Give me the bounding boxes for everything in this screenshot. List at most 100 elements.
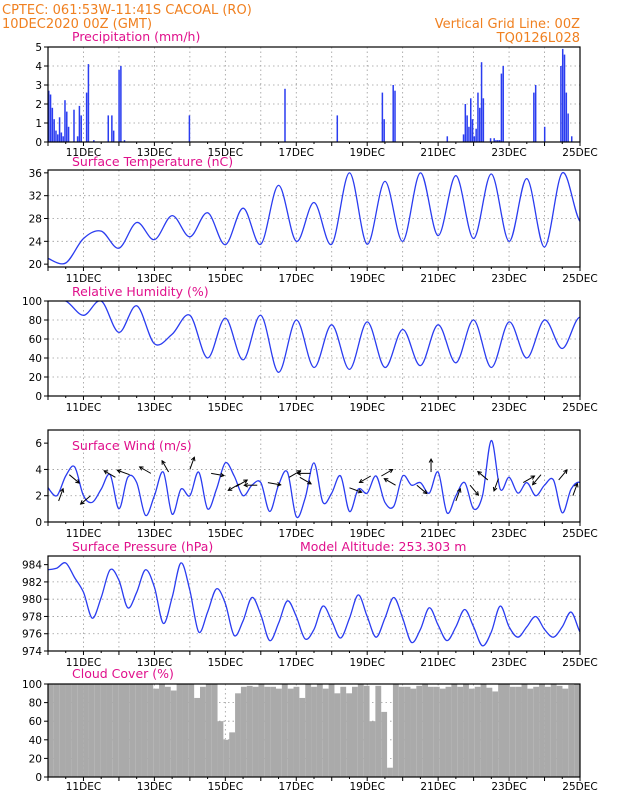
pres-ytick-label: 982 <box>22 577 42 589</box>
wind-arrow-shaft <box>381 469 393 477</box>
precip-title: Precipitation (mm/h) <box>72 29 200 44</box>
cloud-bar <box>457 686 464 777</box>
wind-xtick-label: 17DEC <box>279 528 314 540</box>
precip-bar <box>565 92 568 142</box>
cloud-bar <box>521 684 528 777</box>
precip-xtick-label: 21DEC <box>420 147 455 159</box>
cloud-bar <box>100 684 107 777</box>
wind-arrow-shaft <box>80 495 91 505</box>
cloud-bar <box>305 684 312 777</box>
cloud-bar <box>410 688 417 777</box>
precip-bar <box>51 107 54 142</box>
cloud-bar <box>515 686 522 777</box>
temp-title: Surface Temperature (nC) <box>72 154 233 169</box>
cloud-bar <box>83 684 89 777</box>
cloud-bar <box>48 684 54 777</box>
cloud-bar <box>235 693 241 777</box>
cloud-bar <box>124 684 130 777</box>
precip-bar <box>502 66 504 142</box>
cloud-bar <box>287 688 294 777</box>
wind-arrow-shaft <box>532 474 542 485</box>
cloud-xtick-label: 17DEC <box>279 781 314 793</box>
rh-ytick-label: 0 <box>35 391 42 403</box>
wind-arrow-shaft <box>477 471 489 481</box>
wind-arrow-head <box>243 479 249 484</box>
rh-title: Relative Humidity (%) <box>72 284 209 299</box>
pres-frame <box>47 555 581 652</box>
cloud-bar <box>346 693 352 777</box>
precip-bar <box>112 130 115 142</box>
cloud-bar <box>357 684 364 777</box>
precip-bar <box>284 88 286 142</box>
wind-arrow-shaft <box>288 470 301 478</box>
precip-bar <box>120 66 122 142</box>
cloud-bar <box>369 721 376 777</box>
wind-arrow-head <box>388 468 394 474</box>
rh-xtick-label: 15DEC <box>208 402 243 414</box>
cloud-xtick-label: 19DEC <box>349 781 384 793</box>
precip-xtick-label: 15DEC <box>208 147 243 159</box>
model-altitude: Model Altitude: 253.303 m <box>300 539 466 554</box>
precip-bar <box>67 126 70 142</box>
precip-bar <box>49 94 52 142</box>
cloud-ytick-label: 60 <box>29 716 42 728</box>
wind-arrow-head <box>477 470 482 476</box>
wind-arrow-head <box>161 459 166 465</box>
cloud-bar <box>387 767 393 777</box>
cloud-xtick-label: 13DEC <box>137 781 172 793</box>
precip-ytick-label: 2 <box>35 99 42 111</box>
pres-ytick-label: 984 <box>22 560 42 572</box>
precip-bar <box>118 69 120 142</box>
rh-xtick-label: 19DEC <box>349 402 384 414</box>
pres-ytick-label: 980 <box>22 594 42 606</box>
cloud-bar <box>53 684 60 777</box>
precip-bar <box>471 119 474 142</box>
wind-ytick-label: 6 <box>35 438 42 450</box>
pres-xtick-label: 15DEC <box>208 657 243 669</box>
precip-ytick-label: 0 <box>35 137 42 149</box>
wind-ytick-label: 2 <box>35 491 42 503</box>
cloud-bar <box>322 688 329 777</box>
wind-arrow-head <box>492 486 498 492</box>
temp-xtick-label: 11DEC <box>66 273 101 285</box>
precip-bar <box>462 134 465 142</box>
cloud-bar <box>293 686 300 777</box>
precip-bar <box>561 48 564 142</box>
pres-xtick-label: 19DEC <box>349 657 384 669</box>
cloud-bar <box>264 686 271 777</box>
cloud-xtick-label: 23DEC <box>491 781 526 793</box>
wind-arrow-head <box>383 478 389 483</box>
cloud-bar <box>340 686 347 777</box>
cloud-bar <box>480 684 487 777</box>
temp-ytick-label: 36 <box>29 168 43 180</box>
wind-arrow-shaft <box>359 475 371 483</box>
wind-arrow-head <box>531 480 537 486</box>
temp-ytick-label: 20 <box>29 259 42 271</box>
cloud-bar <box>141 684 148 777</box>
cloud-ytick-label: 80 <box>29 698 42 710</box>
temp-xtick-label: 23DEC <box>491 273 526 285</box>
cloud-bar <box>451 684 458 777</box>
pres-xtick-label: 21DEC <box>420 657 455 669</box>
rh-frame <box>47 300 581 397</box>
cloud-bar <box>468 688 475 777</box>
cloud-bar <box>200 686 206 777</box>
rh-panel: 0 20 40 60 80 100 11DEC 13DEC 15DEC 17DEC 19DEC 21D… <box>22 284 598 414</box>
wind-arrow-shaft <box>235 479 248 487</box>
wind-xtick-label: 19DEC <box>349 528 384 540</box>
cloud-bar <box>486 687 493 777</box>
precip-bar <box>493 138 495 142</box>
cloud-bar <box>217 721 224 777</box>
temp-xtick-label: 15DEC <box>208 273 243 285</box>
wind-arrow-shaft <box>68 474 80 484</box>
rh-xtick-label: 21DEC <box>420 402 455 414</box>
cloud-bar <box>147 684 154 777</box>
wind-arrow-head <box>456 487 462 493</box>
wind-arrow-shaft <box>228 483 240 491</box>
wind-arrow-head <box>227 486 233 491</box>
wind-xtick-label: 15DEC <box>208 528 243 540</box>
cloud-bar <box>252 686 259 777</box>
precip-bar <box>479 107 481 142</box>
temp-xtick-label: 21DEC <box>420 273 455 285</box>
cloud-bar <box>118 684 124 777</box>
